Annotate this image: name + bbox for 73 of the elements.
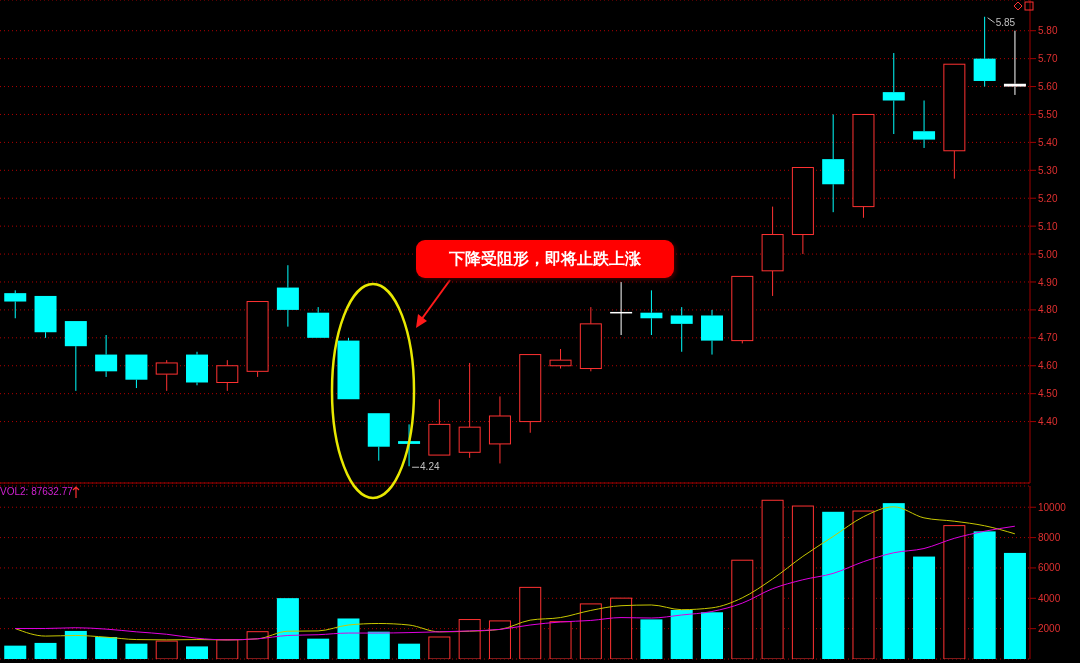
bar (610, 597, 633, 659)
bar (640, 619, 663, 659)
annotation: 4.24 (420, 461, 440, 473)
bar (549, 621, 572, 659)
candlestick (913, 100, 936, 149)
candlestick (186, 351, 209, 386)
bar (155, 640, 178, 659)
y-tick-label: 5.00 (1038, 248, 1058, 260)
bar (670, 609, 693, 659)
bar (1003, 552, 1026, 659)
y-tick-label: 4000 (1038, 592, 1061, 604)
bar (125, 643, 148, 659)
bar (882, 503, 905, 659)
bar (913, 556, 936, 659)
bar (458, 619, 481, 659)
y-tick-label: 5.20 (1038, 192, 1058, 204)
bar (337, 618, 360, 659)
y-tick-label: 5.30 (1038, 164, 1058, 176)
bar (852, 510, 875, 659)
bar (398, 643, 421, 659)
y-tick-label: 4.70 (1038, 332, 1058, 344)
y-tick-label: 4.50 (1038, 388, 1058, 400)
candlestick (95, 334, 118, 378)
candlestick (488, 395, 511, 464)
y-tick-label: 5.40 (1038, 136, 1058, 148)
y-tick-label: 2000 (1038, 623, 1061, 635)
candlestick (1003, 30, 1026, 96)
bar (701, 612, 724, 659)
y-tick-label: 4.90 (1038, 276, 1058, 288)
bar (186, 646, 209, 659)
bar (488, 620, 511, 659)
bar (34, 642, 57, 659)
annotation: 5.85 (995, 16, 1016, 28)
bar (943, 525, 966, 659)
y-tick-label: 5.10 (1038, 220, 1058, 232)
candlestick (276, 264, 299, 328)
bar (367, 631, 390, 659)
bar (307, 638, 330, 659)
bar (4, 645, 27, 659)
bar (519, 586, 542, 659)
candlestick (973, 16, 996, 88)
bar (64, 630, 87, 659)
candlestick (822, 113, 845, 213)
bar (731, 559, 754, 659)
bar (246, 631, 269, 659)
bar (216, 639, 239, 659)
y-tick-label: 10000 (1038, 501, 1067, 513)
candlestick (882, 52, 905, 135)
bar (822, 511, 845, 659)
y-tick-label: 4.80 (1038, 304, 1058, 316)
y-tick-label: 5.60 (1038, 81, 1058, 93)
y-tick-label: 8000 (1038, 532, 1061, 544)
candlestick (701, 309, 724, 356)
candlestick (4, 289, 27, 319)
y-tick-label: 6000 (1038, 562, 1061, 574)
candlestick (761, 206, 784, 297)
bar (95, 637, 118, 659)
y-tick-label: 4.40 (1038, 416, 1058, 428)
candlestick (549, 348, 572, 370)
annotation: VOL2: 87632.77 (0, 486, 73, 497)
bar (761, 499, 784, 659)
bar (428, 636, 451, 659)
bar (973, 531, 996, 659)
candlestick (670, 306, 693, 353)
candlestick (609, 281, 633, 336)
y-tick-label: 5.70 (1038, 53, 1058, 65)
y-tick-label: 4.60 (1038, 360, 1058, 372)
y-tick-label: 5.50 (1038, 109, 1058, 121)
y-tick-label: 5.80 (1038, 25, 1058, 37)
callout-box: 下降受阻形，即将止跌上涨 (416, 240, 674, 278)
bar (276, 598, 299, 659)
bar (579, 603, 602, 659)
bar (791, 505, 814, 659)
